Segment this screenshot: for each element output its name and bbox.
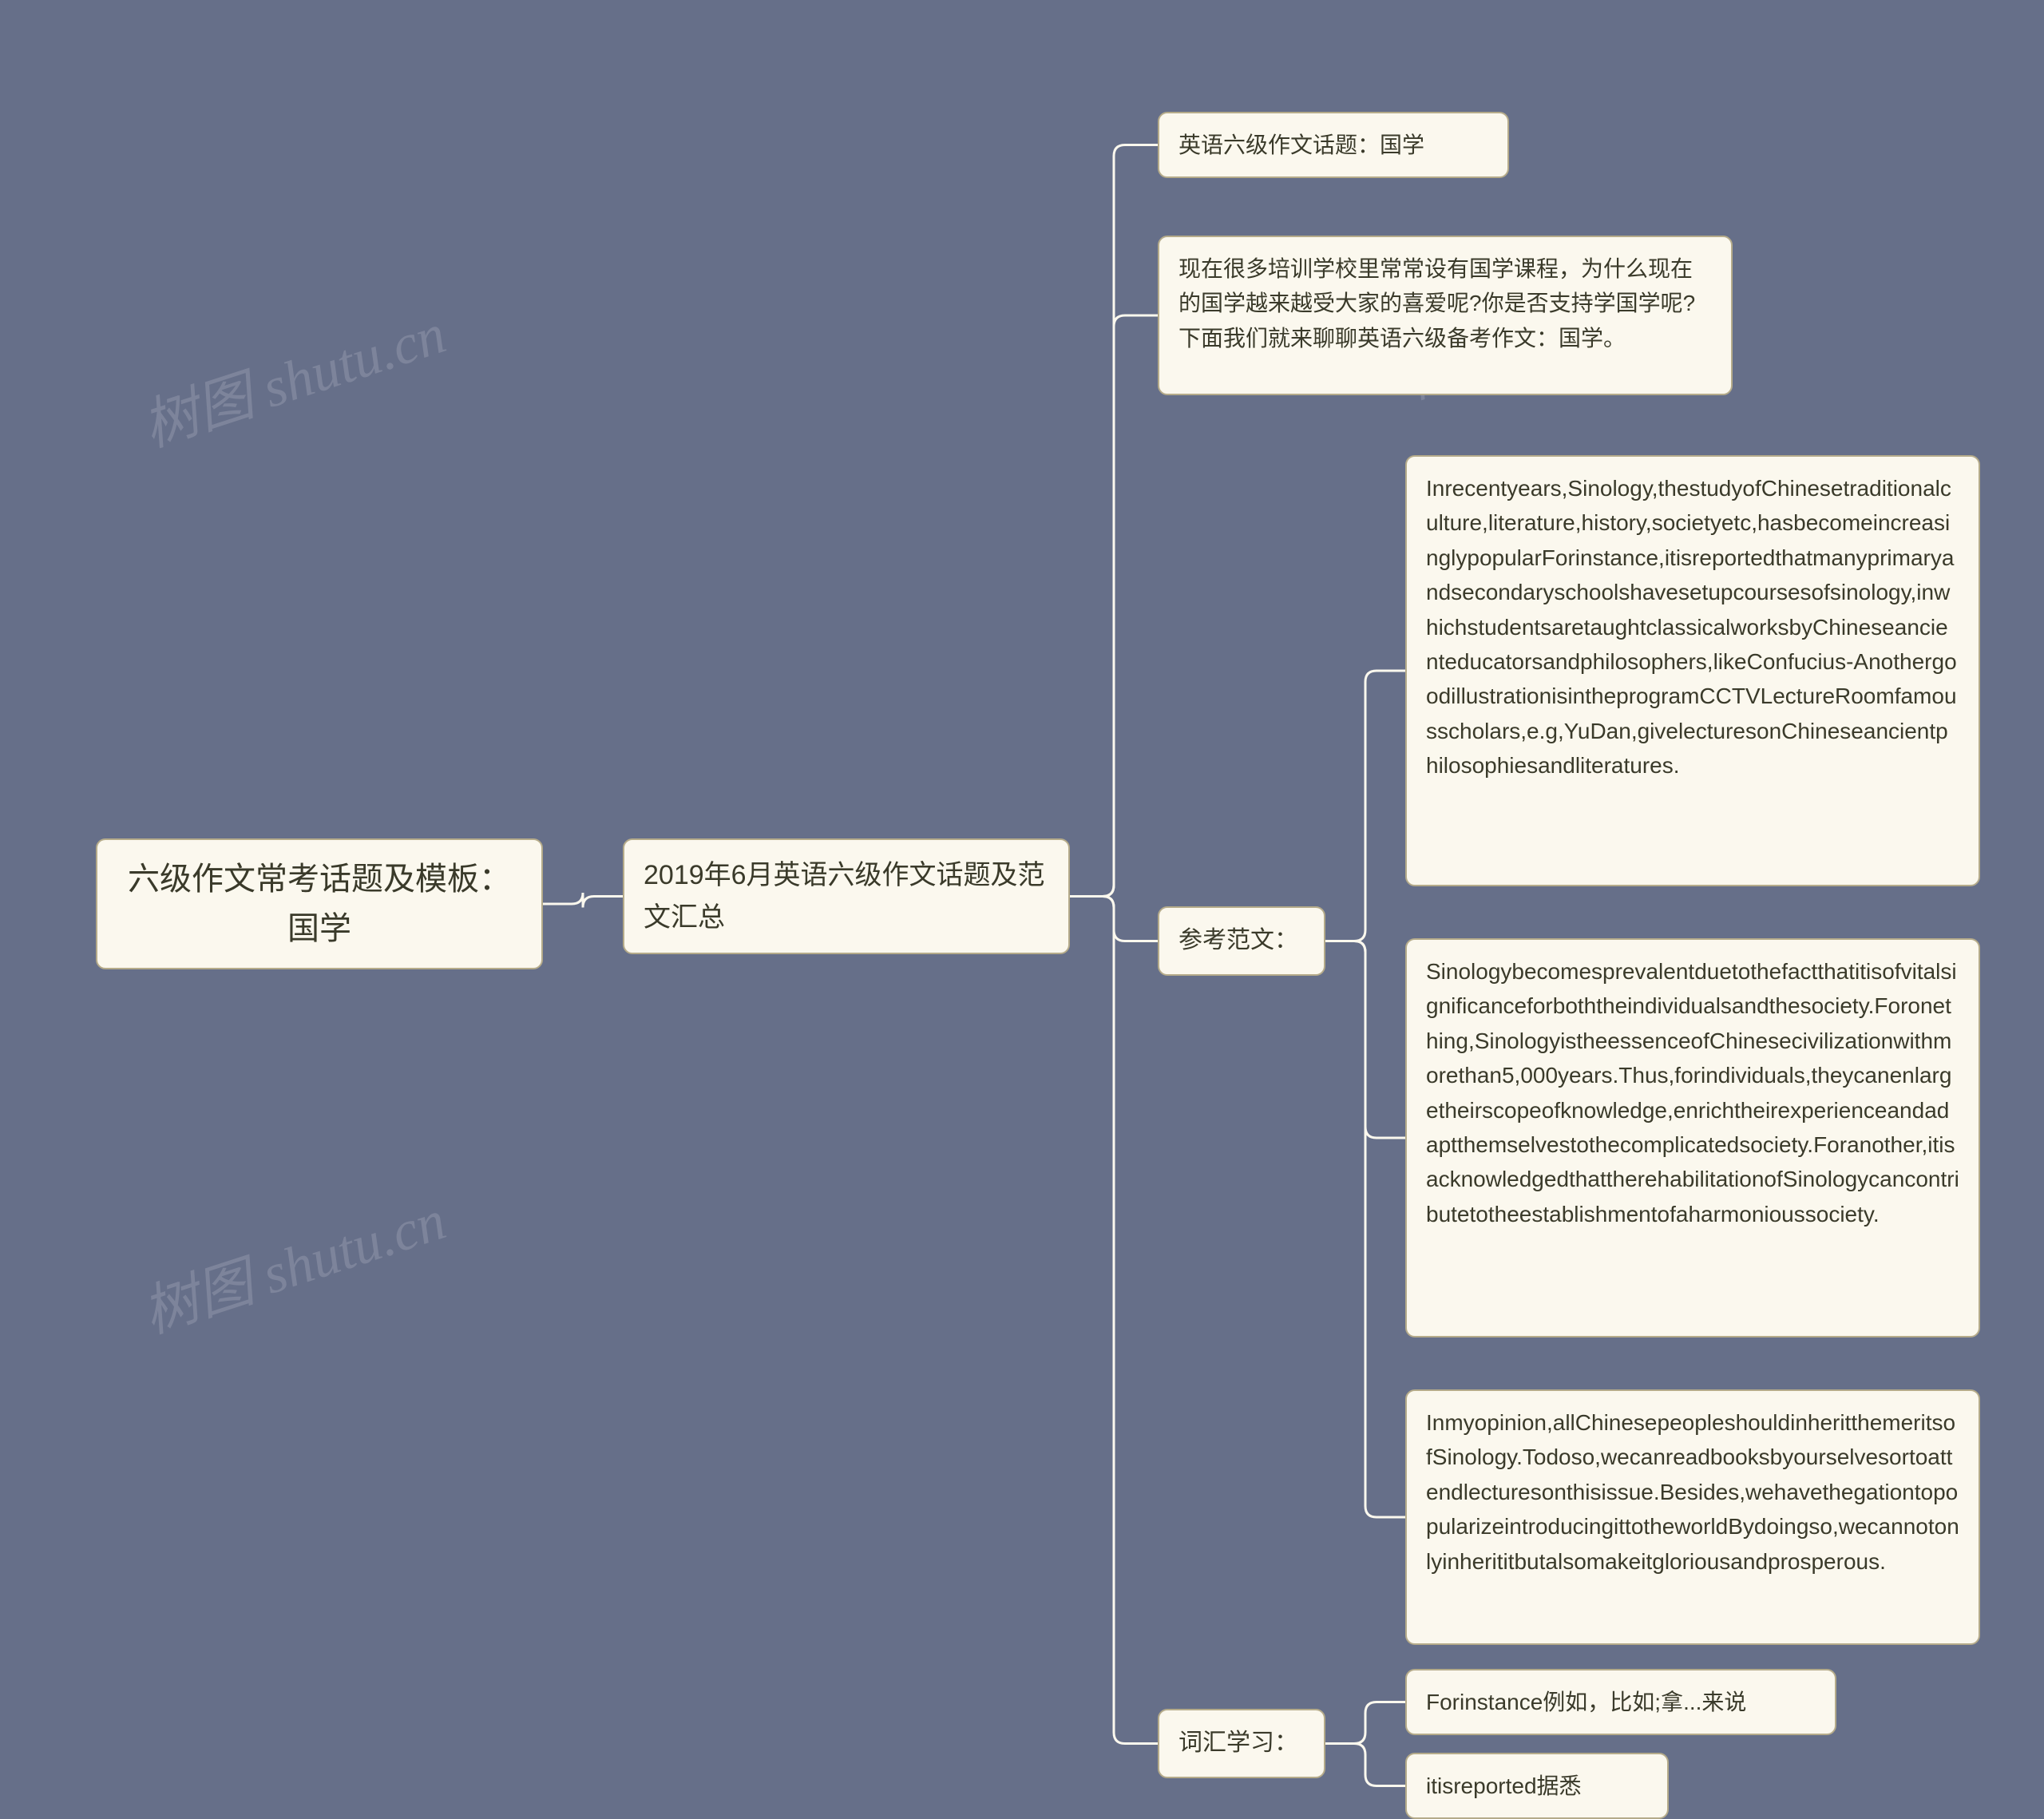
mindmap-leaf-vocab1[interactable]: Forinstance例如，比如;拿...来说	[1405, 1669, 1836, 1735]
mindmap-label-vocab[interactable]: 词汇学习：	[1158, 1709, 1325, 1778]
connector-line	[1325, 671, 1405, 941]
mindmap-leaf-para3[interactable]: Inmyopinion,allChinesepeopleshouldinheri…	[1405, 1389, 1980, 1645]
connector-line	[1325, 941, 1405, 1139]
mindmap-leaf-para2[interactable]: Sinologybecomesprevalentduetothefactthat…	[1405, 938, 1980, 1338]
mindmap-leaf-vocab2[interactable]: itisreported据悉	[1405, 1753, 1669, 1819]
mindmap-leaf-intro[interactable]: 现在很多培训学校里常常设有国学课程，为什么现在的国学越来越受大家的喜爱呢?你是否…	[1158, 236, 1733, 395]
mindmap-leaf-topic[interactable]: 英语六级作文话题：国学	[1158, 112, 1509, 178]
mindmap-label-sample[interactable]: 参考范文：	[1158, 906, 1325, 976]
connector-line	[1070, 145, 1158, 897]
connector-line	[1070, 315, 1158, 897]
connector-line	[1325, 1744, 1405, 1786]
watermark: 树图 shutu.cn	[131, 1175, 454, 1349]
connector-line	[1070, 897, 1158, 1744]
mindmap-level1-node[interactable]: 2019年6月英语六级作文话题及范文汇总	[623, 838, 1070, 954]
connector-line	[1070, 897, 1158, 941]
connector-line	[543, 893, 623, 908]
mindmap-root-node[interactable]: 六级作文常考话题及模板：国学	[96, 838, 543, 969]
mindmap-leaf-para1[interactable]: Inrecentyears,Sinology,thestudyofChinese…	[1405, 455, 1980, 886]
connector-line	[1325, 941, 1405, 1518]
connector-line	[1325, 1702, 1405, 1744]
watermark: 树图 shutu.cn	[131, 289, 454, 462]
